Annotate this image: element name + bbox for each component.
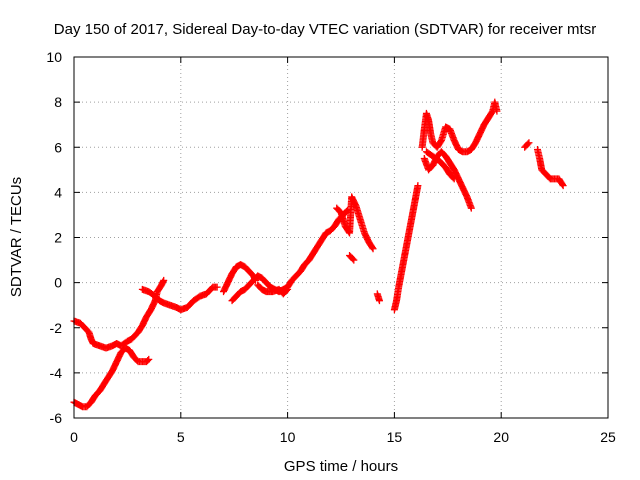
x-tick-label: 15: [387, 429, 403, 445]
data-point: [144, 356, 152, 364]
data-point: [559, 182, 567, 190]
plot-frame: [73, 56, 609, 419]
data-point: [284, 285, 292, 293]
x-axis-label: GPS time / hours: [284, 458, 398, 475]
y-tick-label: 6: [54, 139, 62, 155]
data-segment-8: [373, 290, 383, 305]
y-tick-label: 8: [54, 94, 62, 110]
data-segment-12: [422, 148, 458, 183]
y-tick-label: -2: [50, 320, 63, 336]
data-segment-13: [521, 139, 533, 151]
data-point: [493, 107, 501, 115]
x-tick-label: 20: [493, 429, 509, 445]
y-tick-label: 2: [54, 230, 62, 246]
data-segment-9: [390, 182, 422, 314]
x-tick-label: 0: [70, 429, 78, 445]
y-tick-label: -6: [50, 410, 63, 426]
data-segment-11: [420, 148, 475, 212]
data-point: [524, 140, 532, 148]
data-segment-5: [254, 281, 292, 298]
data-point: [349, 255, 357, 263]
data-point: [558, 180, 566, 188]
y-tick-label: -4: [50, 365, 63, 381]
data-segment-1: [70, 344, 153, 411]
chart-title: Day 150 of 2017, Sidereal Day-to-day VTE…: [54, 21, 596, 38]
grid: [74, 57, 608, 418]
x-tick-label: 25: [600, 429, 616, 445]
y-tick-label: 10: [46, 49, 62, 65]
y-axis-label: SDTVAR / TECUs: [8, 177, 25, 297]
data-point: [350, 256, 358, 264]
data-segment-10: [418, 98, 501, 156]
x-tick-label: 5: [177, 429, 185, 445]
data-series: [70, 98, 567, 411]
data-point: [450, 175, 458, 183]
data-segment-7: [346, 252, 358, 264]
data-segment-14: [534, 146, 567, 190]
data-point: [414, 182, 422, 190]
data-point: [449, 174, 457, 182]
data-point: [525, 139, 533, 147]
data-point: [160, 276, 168, 284]
y-tick-label: 4: [54, 184, 62, 200]
axis-ticks: 0 5 10 15 20 25 -6 -4 -2 0 2 4 6 8 10: [46, 49, 616, 445]
data-segment-6: [333, 193, 377, 253]
data-point: [213, 283, 221, 291]
data-point: [467, 204, 475, 212]
data-point: [375, 297, 383, 305]
data-segment-2: [138, 283, 221, 314]
data-segment-0: [70, 276, 168, 352]
data-point: [369, 245, 377, 253]
x-tick-label: 10: [280, 429, 296, 445]
data-point: [145, 355, 153, 363]
data-point: [368, 244, 376, 252]
data-point: [283, 287, 291, 295]
y-tick-label: 0: [54, 275, 62, 291]
